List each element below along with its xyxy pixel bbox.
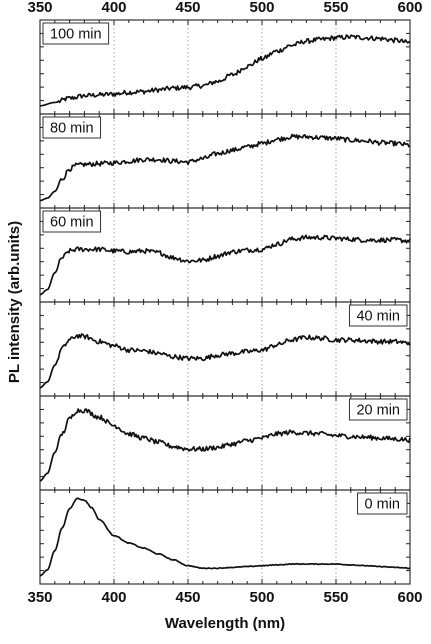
x-tick-label-bottom: 600 [397,589,422,606]
x-tick-label-top: 600 [397,0,422,16]
y-axis-title: PL intensity (arb.units) [6,221,23,383]
panel-frame [39,489,411,585]
x-tick-label-top: 550 [323,0,348,16]
panel-20-min: 20 min [39,395,411,491]
x-tick-label-top: 500 [249,0,274,16]
panels: 100 min 80 min 60 min 40 min 20 min 0 min [39,19,411,585]
panel-label: 0 min [365,496,400,512]
spectrum-line [39,34,411,107]
x-tick-label-top: 450 [175,0,200,16]
panel-label-frame [42,210,102,233]
panel-80-min: 80 min [39,113,411,209]
panel-label-frame [357,492,408,515]
panel-label-frame [348,398,408,421]
panel-label: 80 min [50,120,94,136]
x-tick-label-bottom: 400 [101,589,126,606]
spectrum-line [39,497,411,577]
panel-label-frame [42,116,102,139]
x-tick-label-bottom: 350 [27,589,52,606]
panel-label-box: 20 min [348,398,408,421]
panel-label: 100 min [50,26,102,42]
panel-label-box: 60 min [42,210,102,233]
panel-label: 60 min [50,214,94,230]
x-tick-label-bottom: 450 [175,589,200,606]
panel-label-frame [42,22,110,45]
panel-label: 40 min [356,308,400,324]
panel-60-min: 60 min [39,207,411,303]
panel-label-box: 40 min [348,304,408,327]
top-x-tick-labels: 350 400 450 500 550 600 [27,0,422,16]
x-axis-title: Wavelength (nm) [165,615,285,632]
spectrum-line [39,133,411,202]
panel-0-min: 0 min [39,489,411,585]
panel-100-min: 100 min [39,19,411,115]
x-tick-label-bottom: 550 [323,589,348,606]
spectrum-line [39,234,411,296]
x-tick-label-top: 350 [27,0,52,16]
x-tick-label-bottom: 500 [249,589,274,606]
panel-label-box: 100 min [42,22,110,45]
panel-label-box: 0 min [357,492,408,515]
panel-label-box: 80 min [42,116,102,139]
bottom-x-tick-labels: 350 400 450 500 550 600 [27,589,422,606]
spectrum-line [39,408,411,482]
panel-label-frame [348,304,408,327]
panel-40-min: 40 min [39,301,411,397]
spectrum-line [39,333,411,389]
panel-label: 20 min [356,402,400,418]
x-tick-label-top: 400 [101,0,126,16]
